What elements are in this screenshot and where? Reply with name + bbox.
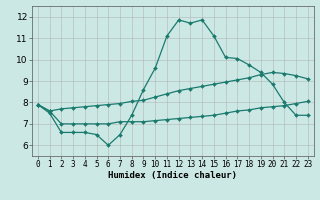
X-axis label: Humidex (Indice chaleur): Humidex (Indice chaleur): [108, 171, 237, 180]
